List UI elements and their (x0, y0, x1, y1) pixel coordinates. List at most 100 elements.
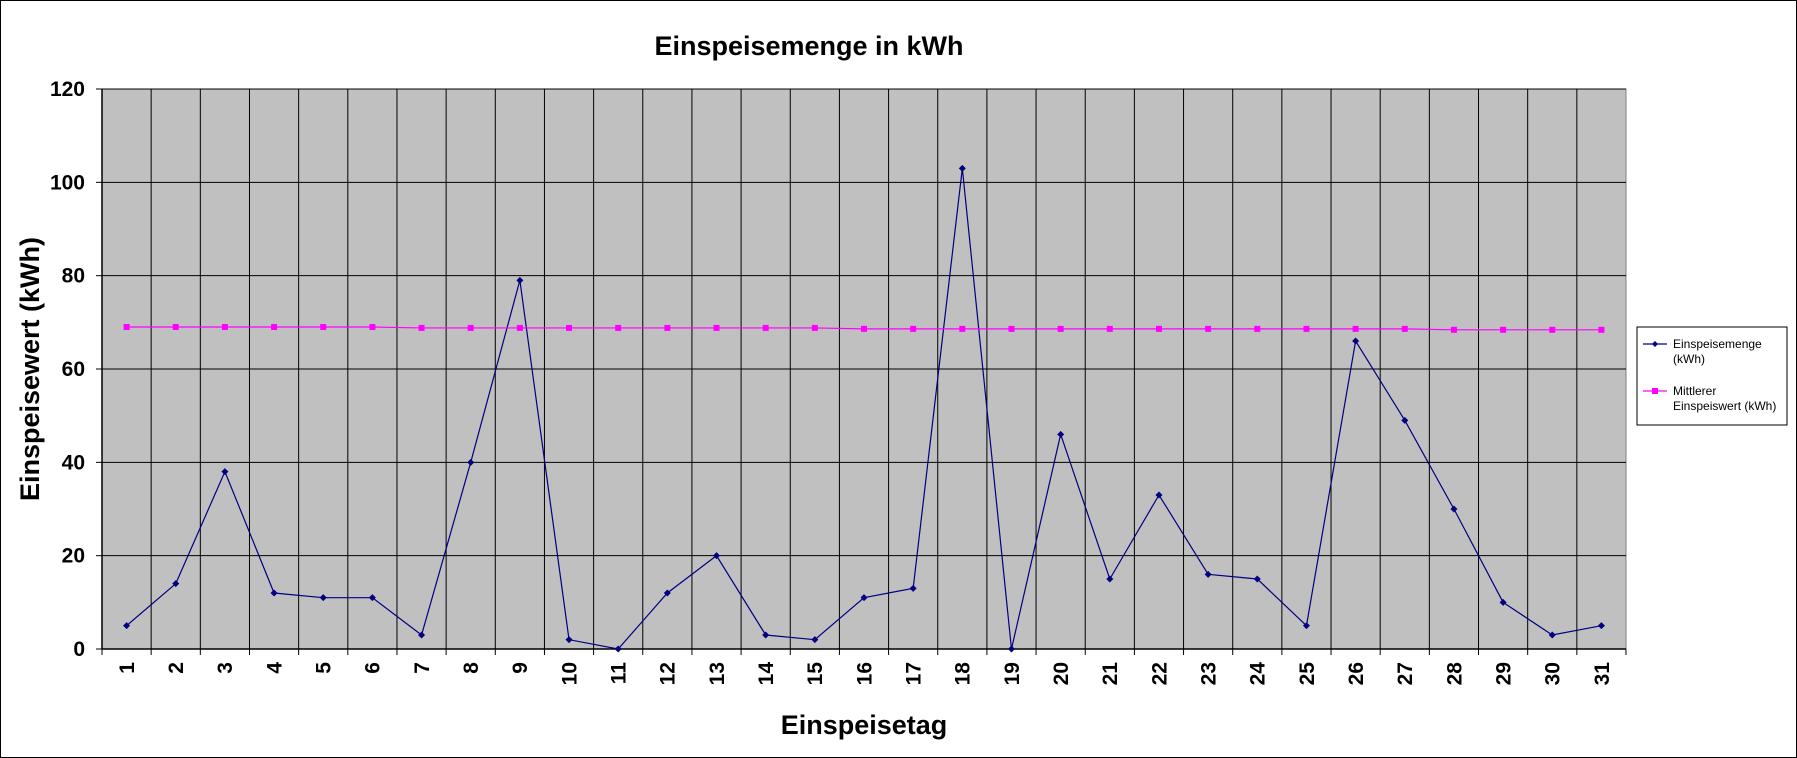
y-axis-title: Einspeisewert (kWh) (15, 237, 45, 501)
x-tick-label: 11 (608, 662, 631, 685)
data-point (811, 324, 818, 331)
x-tick-label: 28 (1443, 662, 1466, 686)
data-point (172, 580, 180, 588)
data-point (1007, 645, 1015, 653)
data-point (615, 324, 622, 331)
x-tick-label: 13 (706, 662, 729, 685)
data-point (664, 324, 671, 331)
data-point (565, 636, 573, 644)
x-tick-label: 18 (952, 662, 975, 686)
data-point (1302, 622, 1310, 630)
x-tick-label: 7 (411, 662, 434, 674)
y-tick-label: 20 (62, 545, 85, 568)
data-point (270, 589, 278, 597)
data-point (713, 324, 720, 331)
x-tick-label: 30 (1542, 662, 1565, 685)
x-tick-label: 17 (903, 662, 926, 685)
data-point (123, 324, 130, 330)
y-tick-label: 0 (73, 638, 85, 661)
data-point (713, 552, 721, 560)
x-tick-label: 4 (263, 662, 286, 674)
x-tick-label: 26 (1345, 662, 1368, 685)
series-2 (123, 324, 1605, 333)
axes (96, 88, 1627, 655)
x-tick-label: 15 (804, 662, 827, 686)
data-point (368, 594, 376, 602)
data-point (516, 324, 523, 331)
data-point (566, 324, 573, 331)
x-tick-label: 19 (1001, 662, 1024, 685)
legend-label: Einspeiswert (kWh) (1673, 399, 1776, 413)
data-point (319, 594, 327, 602)
x-tick-label: 23 (1197, 662, 1220, 685)
data-point (614, 645, 622, 653)
data-point (861, 325, 867, 332)
x-tick-label: 29 (1492, 662, 1515, 685)
horizontal-gridlines (102, 88, 1626, 557)
y-tick-label: 100 (50, 171, 85, 194)
x-tick-label: 8 (460, 662, 483, 674)
x-tick-label: 16 (853, 662, 876, 685)
data-point (1106, 325, 1113, 332)
data-point (1401, 416, 1409, 424)
x-tick-label: 3 (214, 662, 237, 674)
chart-title: Einspeisemenge in kWh (654, 31, 963, 61)
data-point (811, 636, 819, 644)
data-point (467, 324, 474, 331)
y-tick-label: 80 (62, 265, 85, 288)
data-point (762, 324, 769, 331)
x-tick-label: 20 (1050, 662, 1073, 685)
data-point (1253, 575, 1261, 583)
data-point (1057, 430, 1065, 438)
legend-label: Mittlerer (1673, 384, 1716, 398)
data-point (1450, 326, 1457, 333)
x-tick-label: 9 (509, 662, 532, 674)
x-axis-title: Einspeisetag (781, 710, 948, 740)
x-tick-label: 24 (1247, 662, 1270, 686)
legend-marker (1652, 388, 1658, 394)
data-point (1352, 337, 1360, 345)
data-point (1500, 326, 1507, 333)
data-point (860, 594, 868, 602)
x-tick-label: 10 (558, 662, 581, 685)
data-point (1008, 325, 1015, 332)
x-tick-label: 5 (313, 662, 336, 674)
data-point (123, 622, 131, 630)
y-tick-label: 120 (50, 78, 85, 101)
y-tick-labels: 0 20 40 60 80 100 120 (50, 78, 85, 661)
legend-marker (1652, 341, 1658, 347)
data-point (1057, 325, 1064, 332)
data-point (1205, 325, 1212, 332)
data-point (1450, 505, 1458, 513)
x-tick-label: 22 (1148, 662, 1171, 685)
x-tick-label: 6 (362, 662, 385, 674)
x-tick-label: 1 (116, 662, 139, 674)
y-tick-label: 60 (62, 358, 85, 381)
x-tick-label: 21 (1099, 662, 1122, 686)
x-tick-label: 31 (1591, 662, 1614, 686)
data-point (1401, 325, 1408, 332)
data-point (762, 631, 770, 639)
data-point (1352, 325, 1359, 332)
data-point (1499, 598, 1507, 606)
data-point (909, 584, 917, 592)
data-point (958, 164, 966, 172)
data-point (1204, 570, 1212, 578)
x-tick-labels: 1 2 3 4 5 6 7 8 9 10 11 12 13 14 15 16 17 18 19 20 21 22 23 24 2… (116, 662, 1614, 686)
data-point (1155, 491, 1163, 499)
data-point (1303, 325, 1310, 332)
data-point (1106, 575, 1114, 583)
data-point (320, 324, 327, 330)
legend-label: (kWh) (1673, 352, 1705, 366)
x-tick-label: 2 (165, 662, 188, 674)
data-point (221, 468, 229, 476)
legend-label: Einspeisemenge (1673, 337, 1762, 351)
x-tick-label: 14 (755, 662, 778, 686)
data-point (172, 324, 179, 330)
data-point (418, 324, 425, 331)
series-layer (123, 164, 1605, 653)
series-1 (123, 164, 1605, 653)
x-tick-label: 25 (1296, 662, 1319, 686)
data-point (1548, 631, 1556, 639)
